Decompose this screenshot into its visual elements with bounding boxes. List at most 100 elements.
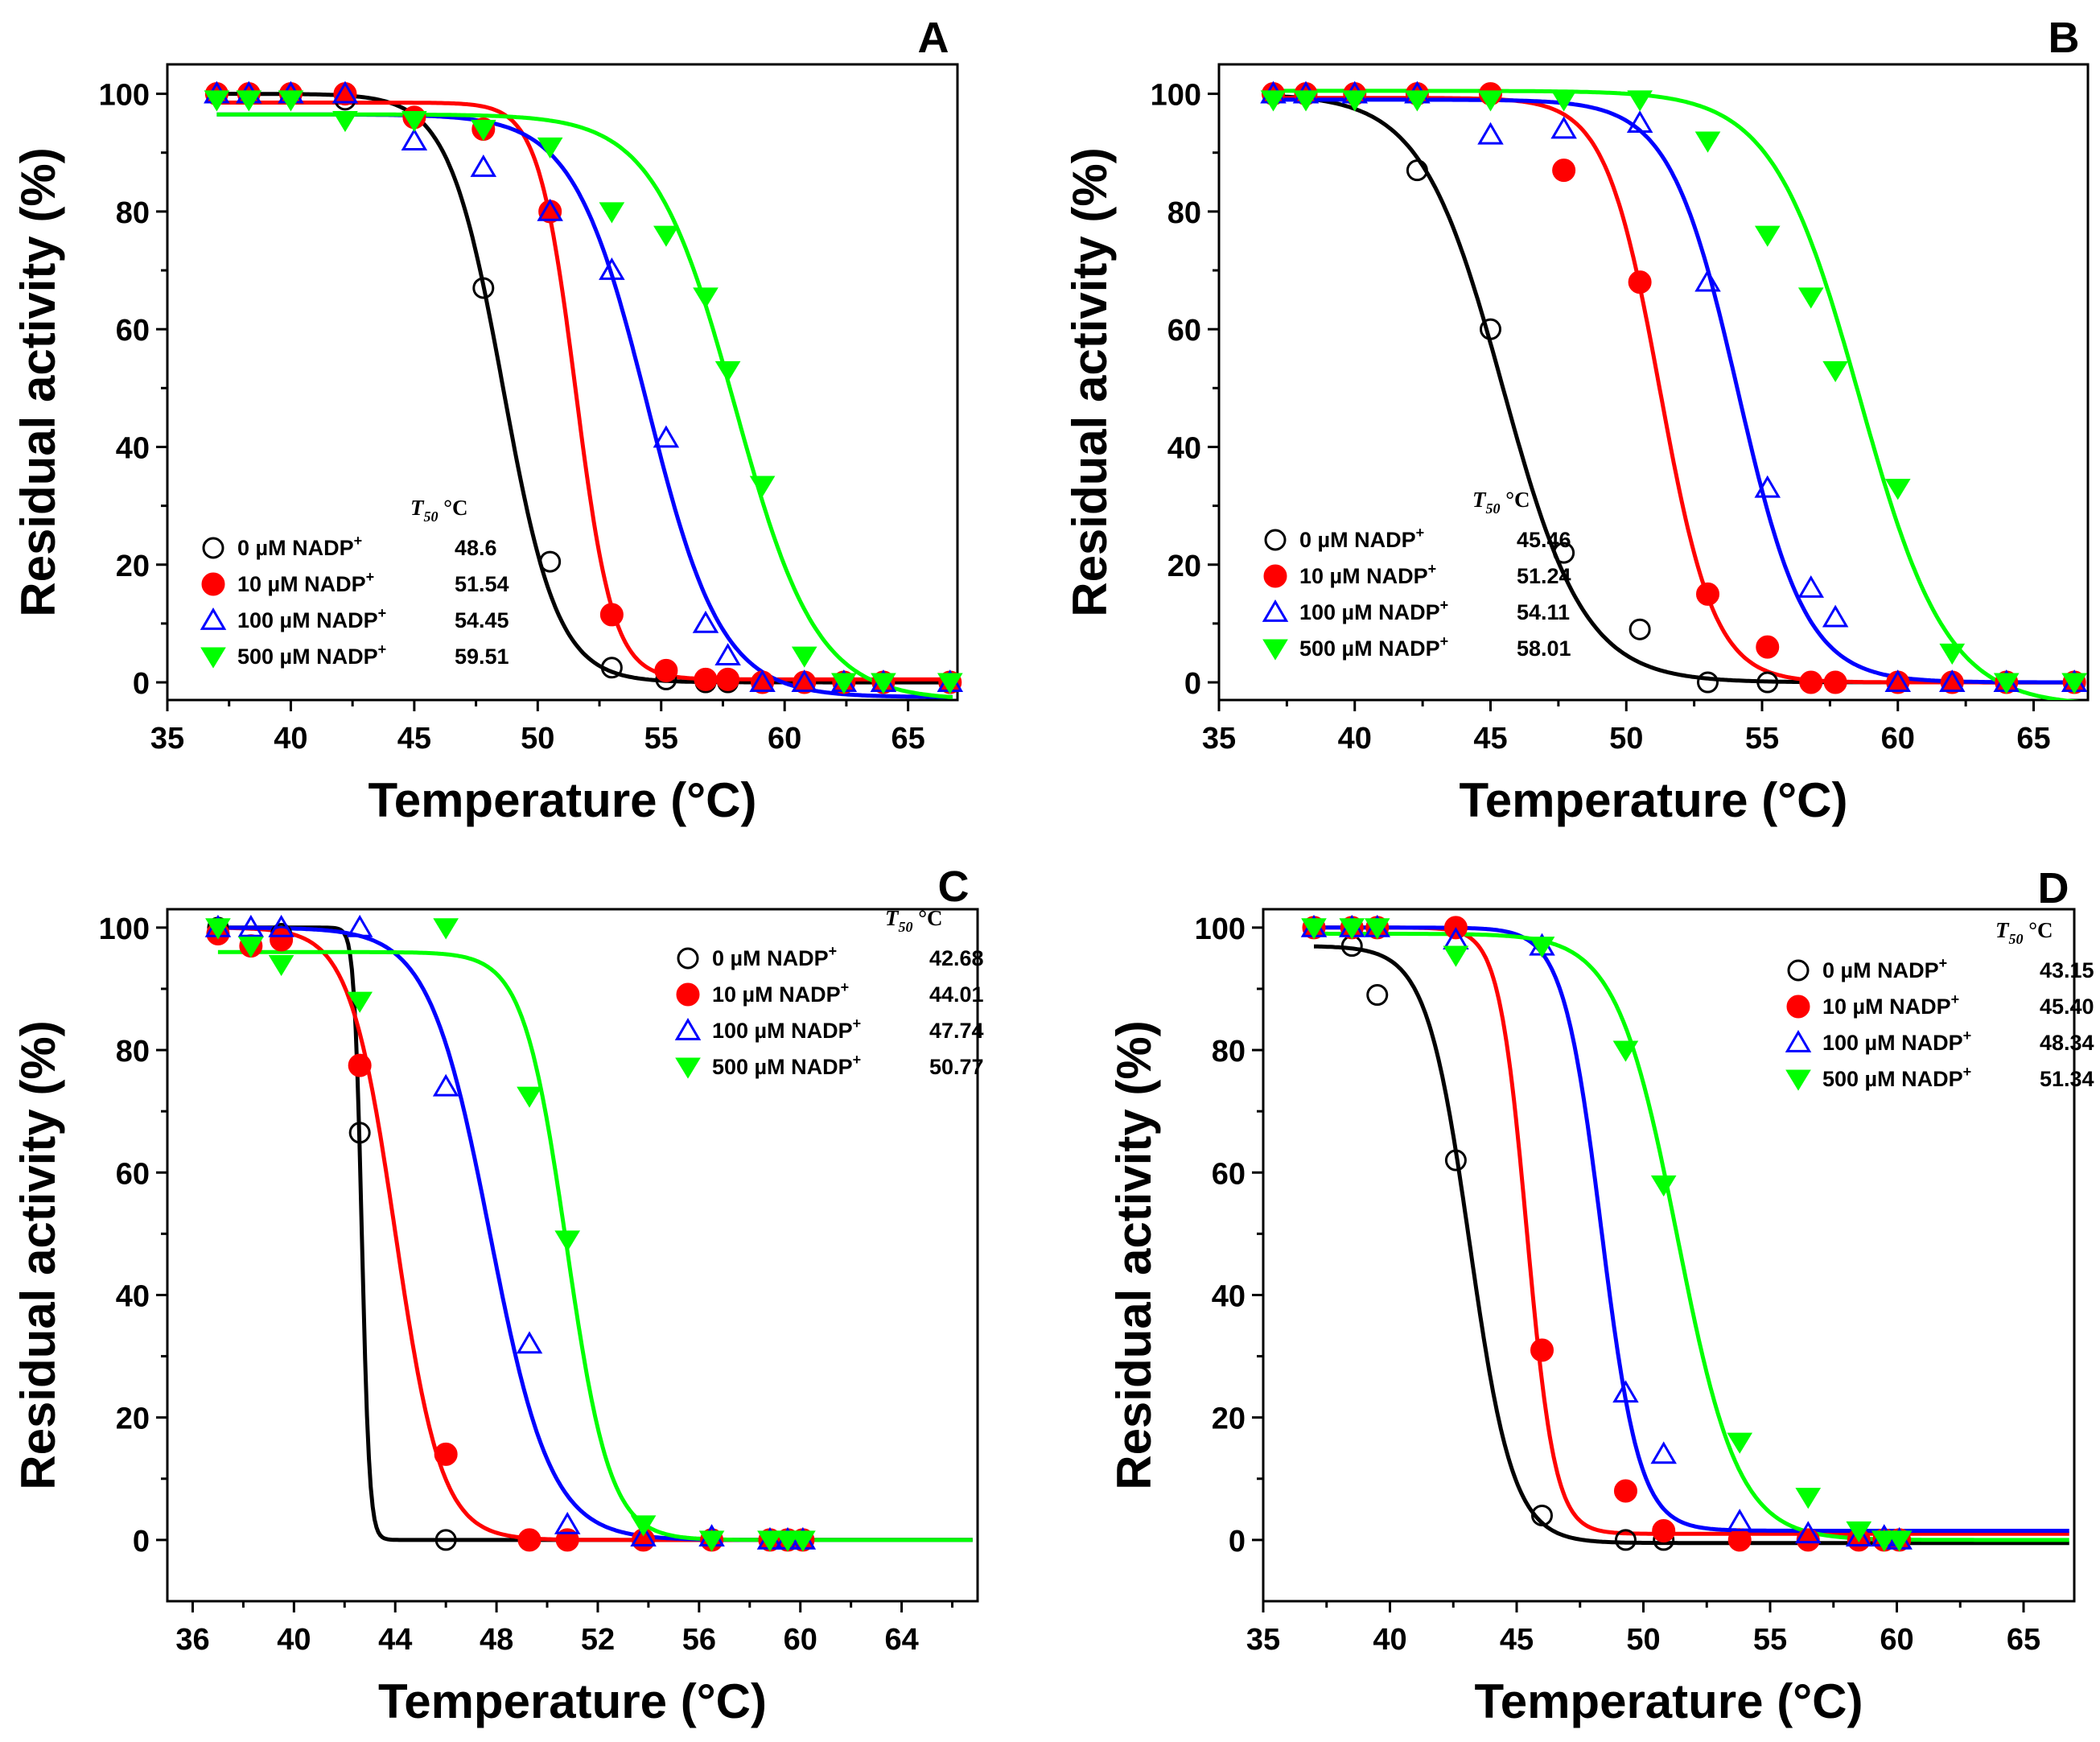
data-point-100uM <box>1650 1441 1677 1464</box>
legend-header-t: T <box>1995 918 2010 942</box>
legend-label-sup: + <box>1963 1064 1972 1080</box>
legend-label-sup: + <box>1939 955 1948 971</box>
y-tick-label: 20 <box>1212 1402 1246 1436</box>
x-axis-title: Temperature (°C) <box>1475 1674 1863 1728</box>
data-point-10uM <box>555 1528 579 1552</box>
legend-label-text: 100 µM NADP <box>1822 1031 1963 1055</box>
legend-header-t: T <box>410 496 425 520</box>
y-axis-title: Residual activity (%) <box>1063 147 1117 617</box>
data-point-500uM <box>1846 1521 1872 1543</box>
data-point-500uM <box>1364 918 1390 940</box>
legend-marker-100uM <box>1262 599 1289 622</box>
data-point-10uM <box>270 928 294 952</box>
legend-value-10uM: 51.24 <box>1517 564 1571 588</box>
data-point-500uM <box>554 1230 581 1252</box>
legend-label-10uM: 10 µM NADP+ <box>1822 991 1959 1019</box>
legend-label-0uM: 0 µM NADP+ <box>712 943 837 970</box>
x-tick-label: 45 <box>397 722 431 756</box>
data-point-10uM <box>694 667 718 691</box>
data-point-500uM <box>871 673 896 694</box>
data-point-10uM <box>1628 270 1652 294</box>
data-point-100uM <box>1938 669 1966 692</box>
y-tick-label: 60 <box>116 314 150 348</box>
fit-curve-0uM <box>1314 944 2069 1546</box>
data-point-500uM <box>693 287 719 309</box>
legend-header-unit: °C <box>913 906 943 930</box>
x-tick-label: 55 <box>1745 722 1779 756</box>
data-point-500uM <box>278 90 304 112</box>
y-tick-label: 40 <box>116 1279 150 1313</box>
y-tick-label: 80 <box>116 1035 150 1069</box>
legend-value-500uM: 59.51 <box>455 644 509 669</box>
data-point-10uM <box>1530 1338 1554 1362</box>
legend-header: T50 °C <box>1995 918 2053 947</box>
y-tick-label: 0 <box>1229 1525 1246 1559</box>
panel-label: C <box>938 863 970 911</box>
legend-marker-500uM <box>675 1057 701 1079</box>
data-point-500uM <box>1886 1530 1913 1552</box>
x-tick-label: 64 <box>884 1623 918 1657</box>
legend-label-sup: + <box>1416 525 1425 541</box>
legend-value-100uM: 54.11 <box>1517 600 1570 624</box>
data-point-500uM <box>1993 673 2020 694</box>
legend-label-text: 10 µM NADP <box>1299 564 1428 588</box>
legend-value-100uM: 54.45 <box>455 608 509 632</box>
data-point-500uM <box>347 991 373 1013</box>
data-point-500uM <box>1754 225 1781 247</box>
data-point-100uM <box>432 1073 459 1097</box>
data-point-500uM <box>1339 918 1365 940</box>
fit-curve-500uM <box>1314 931 2069 1542</box>
data-point-500uM <box>238 937 264 958</box>
data-point-500uM <box>1404 90 1431 112</box>
y-tick-label: 60 <box>1167 314 1201 348</box>
data-point-100uM <box>692 610 719 633</box>
data-point-10uM <box>1799 670 1823 694</box>
data-point-10uM <box>654 658 678 682</box>
x-tick-label: 65 <box>2016 722 2050 756</box>
x-tick-label: 44 <box>378 1623 412 1657</box>
legend-label-text: 0 µM NADP <box>1299 528 1416 552</box>
legend-label-sup: + <box>354 533 363 549</box>
data-point-500uM <box>1694 131 1721 153</box>
y-axis-title: Residual activity (%) <box>1107 1020 1161 1490</box>
legend-label-100uM: 100 µM NADP+ <box>712 1015 861 1043</box>
y-tick-label: 0 <box>1184 667 1201 701</box>
legend-label-500uM: 500 µM NADP+ <box>1299 633 1448 661</box>
data-point-0uM <box>434 1529 457 1551</box>
panel-label: A <box>918 14 949 62</box>
legend-header-sub: 50 <box>899 919 913 935</box>
legend-value-0uM: 48.6 <box>455 536 497 560</box>
y-tick-label: 0 <box>133 667 150 701</box>
y-tick-label: 100 <box>99 912 150 946</box>
data-point-500uM <box>653 225 679 247</box>
x-tick-label: 40 <box>1338 722 1372 756</box>
plot-frame <box>1217 63 2090 702</box>
data-point-500uM <box>1293 90 1319 112</box>
y-tick-label: 80 <box>1212 1035 1246 1069</box>
legend-label-100uM: 100 µM NADP+ <box>237 605 386 632</box>
legend-value-10uM: 51.54 <box>455 572 509 596</box>
data-point-500uM <box>236 90 262 112</box>
data-point-0uM <box>1614 1529 1637 1551</box>
legend-header-sub: 50 <box>1486 500 1501 517</box>
y-tick-label: 20 <box>116 1402 150 1436</box>
legend-header-unit: °C <box>439 496 468 520</box>
legend-label-text: 500 µM NADP <box>1822 1067 1963 1091</box>
fit-curve-100uM <box>1314 925 2069 1533</box>
legend-label-text: 0 µM NADP <box>712 946 829 970</box>
data-point-0uM <box>1444 1149 1467 1172</box>
data-point-500uM <box>698 1530 725 1552</box>
data-point-500uM <box>1443 945 1469 967</box>
data-point-500uM <box>791 646 817 668</box>
legend-marker-0uM <box>1787 959 1810 982</box>
x-tick-label: 65 <box>2007 1623 2040 1657</box>
legend-value-100uM: 47.74 <box>929 1019 984 1043</box>
y-axis-title: Residual activity (%) <box>11 1020 65 1490</box>
data-point-500uM <box>1822 360 1848 382</box>
fit-curve-100uM <box>1273 97 2083 685</box>
legend-label-100uM: 100 µM NADP+ <box>1822 1027 1971 1055</box>
legend-value-500uM: 50.77 <box>929 1055 984 1079</box>
y-tick-label: 20 <box>1167 550 1201 583</box>
data-point-500uM <box>749 476 776 497</box>
